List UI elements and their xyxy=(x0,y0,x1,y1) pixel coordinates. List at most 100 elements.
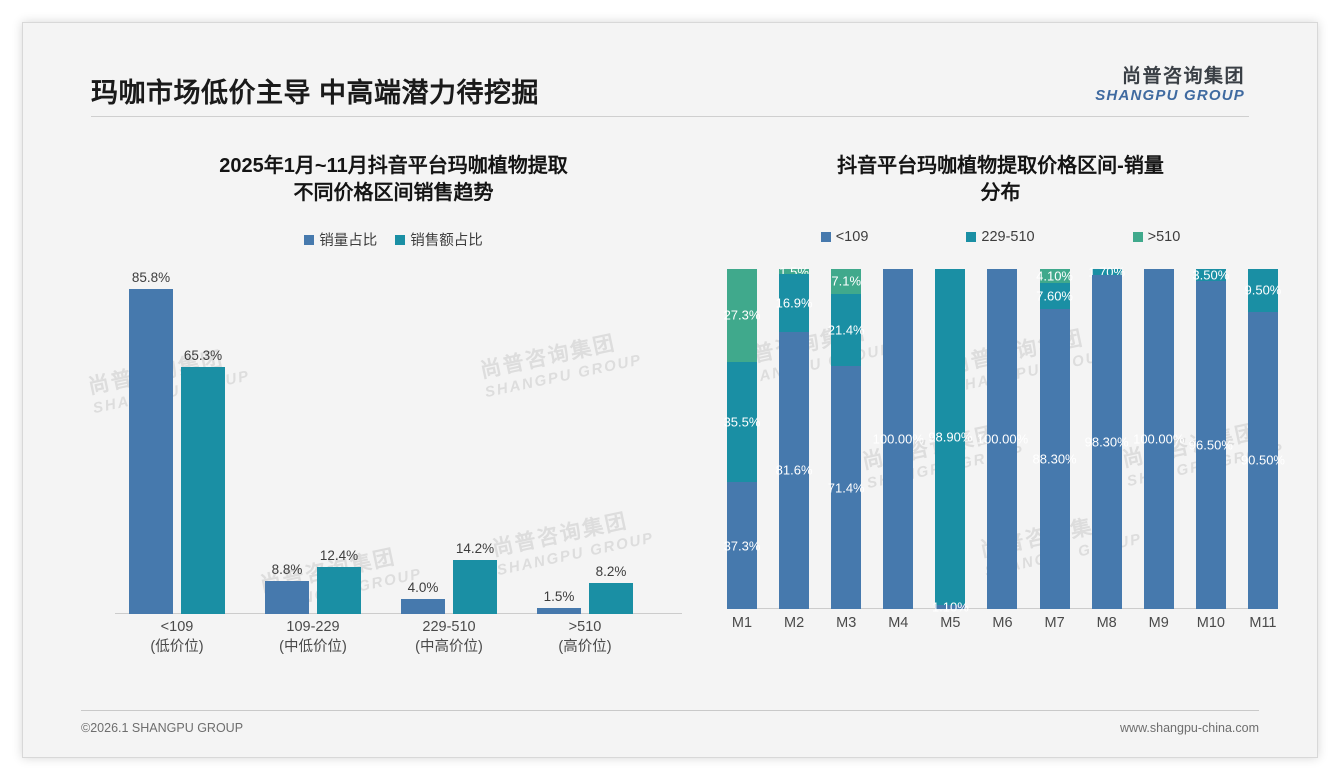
segment-value-label: 4.10% xyxy=(1036,268,1073,284)
legend-item-sales-amount[interactable]: 销售额占比 xyxy=(395,229,483,250)
segment-mid[interactable]: 21.4% xyxy=(828,293,865,367)
category-label-sub: (低价位) xyxy=(150,638,204,655)
legend-right: <109 229-510 >510 xyxy=(713,229,1288,245)
segment-low[interactable]: 81.6% xyxy=(776,331,813,609)
legend-label: 销量占比 xyxy=(319,233,378,249)
segment-value-label: 7.1% xyxy=(831,273,862,289)
chart-panel-right: 抖音平台玛咖植物提取价格区间-销量 分布 <109 229-510 >510 尚… xyxy=(713,131,1288,711)
stacked-bar-column[interactable]: 3.50% 96.50% M10 xyxy=(1189,267,1233,631)
bar-value-label: 1.5% xyxy=(543,589,575,604)
segment-value-label: 71.4% xyxy=(827,480,865,496)
footer-copyright: ©2026.1 SHANGPU GROUP xyxy=(81,721,244,735)
category-label-main: 109-229 xyxy=(286,619,340,635)
footer-website[interactable]: www.shangpu-china.com xyxy=(1120,721,1259,735)
segment-value-label: 21.4% xyxy=(827,322,865,338)
segment-mid[interactable]: 7.60% xyxy=(1036,282,1073,309)
chart-title-left-line1: 2025年1月~11月抖音平台玛咖植物提取 xyxy=(219,155,568,177)
stacked-bar-column[interactable]: 98.90% 1.10% M5 xyxy=(928,269,972,631)
segment-mid[interactable]: 9.50% xyxy=(1245,269,1281,312)
stacked-bar-column[interactable]: 100.00% M4 xyxy=(873,269,924,631)
month-label: M6 xyxy=(992,615,1013,631)
segment-value-label: 100.00% xyxy=(872,431,924,447)
legend-label: 229-510 xyxy=(981,229,1035,245)
month-label: M3 xyxy=(836,615,857,631)
segment-value-label: 100.00% xyxy=(976,431,1029,447)
chart-title-right-line1: 抖音平台玛咖植物提取价格区间-销量 xyxy=(837,155,1164,177)
bar-amount[interactable]: 12.4% xyxy=(317,548,361,614)
brand-logo: 尚普咨询集团 SHANGPU GROUP xyxy=(1095,67,1245,104)
legend-label: 销售额占比 xyxy=(410,233,483,249)
segment-value-label: 16.9% xyxy=(775,295,813,311)
bar-value-label: 14.2% xyxy=(455,541,495,556)
segment-value-label: 98.30% xyxy=(1084,434,1129,450)
category-label-sub: (中低价位) xyxy=(279,638,347,655)
bar-group: 1.5% 8.2% >510 (高价位) xyxy=(521,274,649,655)
segment-low[interactable]: 98.30% xyxy=(1085,274,1129,609)
bar-value-label: 4.0% xyxy=(407,580,439,595)
segment-high[interactable]: 4.10% xyxy=(1036,268,1073,283)
stacked-bar-column[interactable]: 1.5% 16.9% 81.6% M2 xyxy=(776,264,813,631)
bar-amount[interactable]: 65.3% xyxy=(181,348,225,614)
footer-divider xyxy=(81,710,1259,711)
category-label-main: <109 xyxy=(160,619,194,635)
segment-mid[interactable]: 16.9% xyxy=(776,274,813,332)
segment-value-label: 35.5% xyxy=(723,414,761,430)
segment-low[interactable]: 90.50% xyxy=(1241,311,1285,609)
chart-title-left: 2025年1月~11月抖音平台玛咖植物提取 不同价格区间销售趋势 xyxy=(81,153,706,207)
legend-item-high-price[interactable]: >510 xyxy=(1132,229,1180,245)
stacked-bar-column[interactable]: 4.10% 7.60% 88.30% M7 xyxy=(1033,268,1077,631)
segment-mid[interactable]: 35.5% xyxy=(724,361,760,483)
legend-swatch-icon xyxy=(304,234,315,245)
slide-header: 玛咖市场低价主导 中高端潜力待挖掘 尚普咨询集团 SHANGPU GROUP xyxy=(23,23,1317,118)
segment-high[interactable]: 7.1% xyxy=(831,269,862,294)
legend-item-sales-volume[interactable]: 销量占比 xyxy=(304,229,377,250)
brand-logo-cn: 尚普咨询集团 xyxy=(1121,66,1245,87)
bar-volume[interactable]: 4.0% xyxy=(401,580,445,614)
stacked-bar-column[interactable]: 27.3% 35.5% 37.3% M1 xyxy=(724,268,760,631)
stacked-bar-column[interactable]: 100.00% M9 xyxy=(1133,269,1184,631)
bar-volume[interactable]: 1.5% xyxy=(537,589,581,614)
chart-panel-left: 2025年1月~11月抖音平台玛咖植物提取 不同价格区间销售趋势 销量占比 销售… xyxy=(81,131,706,711)
month-label: M10 xyxy=(1196,615,1225,631)
bar-group: 8.8% 12.4% 109-229 (中低价位) xyxy=(249,274,377,655)
header-divider xyxy=(91,116,1249,117)
month-label: M7 xyxy=(1044,615,1065,631)
chart-title-right: 抖音平台玛咖植物提取价格区间-销量 分布 xyxy=(713,153,1288,207)
segment-value-label: 7.60% xyxy=(1036,288,1073,304)
legend-swatch-icon xyxy=(1132,232,1143,242)
segment-value-label: 27.3% xyxy=(723,307,761,323)
segment-value-label: 90.50% xyxy=(1240,452,1285,468)
segment-value-label: 96.50% xyxy=(1188,437,1233,453)
category-label-sub: (高价位) xyxy=(558,638,612,655)
segment-value-label: 100.00% xyxy=(1133,431,1185,447)
stacked-bar-column[interactable]: 100.00% M6 xyxy=(977,269,1028,631)
category-label: 109-229 (中低价位) xyxy=(249,618,377,657)
segment-value-label: 9.50% xyxy=(1244,282,1282,298)
bar-group: 4.0% 14.2% 229-510 (中高价位) xyxy=(385,274,513,655)
segment-low[interactable]: 100.00% xyxy=(977,269,1028,609)
segment-low[interactable]: 96.50% xyxy=(1189,280,1233,609)
segment-mid[interactable]: 98.90% xyxy=(928,269,972,606)
stacked-bar-column[interactable]: 9.50% 90.50% M11 xyxy=(1241,269,1285,631)
legend-item-low-price[interactable]: <109 xyxy=(820,229,868,245)
segment-low[interactable]: 100.00% xyxy=(1133,269,1184,609)
segment-low[interactable]: 100.00% xyxy=(873,269,924,609)
month-label: M9 xyxy=(1148,615,1169,631)
segment-high[interactable]: 27.3% xyxy=(724,268,760,362)
segment-low[interactable]: 1.10% xyxy=(932,600,969,615)
bar-volume[interactable]: 85.8% xyxy=(129,270,173,614)
segment-low[interactable]: 37.3% xyxy=(724,482,760,609)
month-label: M11 xyxy=(1249,615,1277,631)
category-label-sub: (中高价位) xyxy=(415,638,483,655)
stacked-bar-column[interactable]: 1.70% 98.30% M8 xyxy=(1085,264,1129,631)
month-label: M8 xyxy=(1096,615,1117,631)
segment-low[interactable]: 71.4% xyxy=(828,366,865,609)
segment-mid[interactable]: 3.50% xyxy=(1192,267,1229,282)
category-label-main: 229-510 xyxy=(422,619,476,635)
legend-item-mid-price[interactable]: 229-510 xyxy=(966,229,1035,245)
bar-volume[interactable]: 8.8% xyxy=(265,562,309,614)
stacked-bar-column[interactable]: 7.1% 21.4% 71.4% M3 xyxy=(828,269,865,631)
bar-amount[interactable]: 8.2% xyxy=(589,564,633,614)
segment-low[interactable]: 88.30% xyxy=(1033,308,1077,609)
bar-amount[interactable]: 14.2% xyxy=(453,541,497,614)
